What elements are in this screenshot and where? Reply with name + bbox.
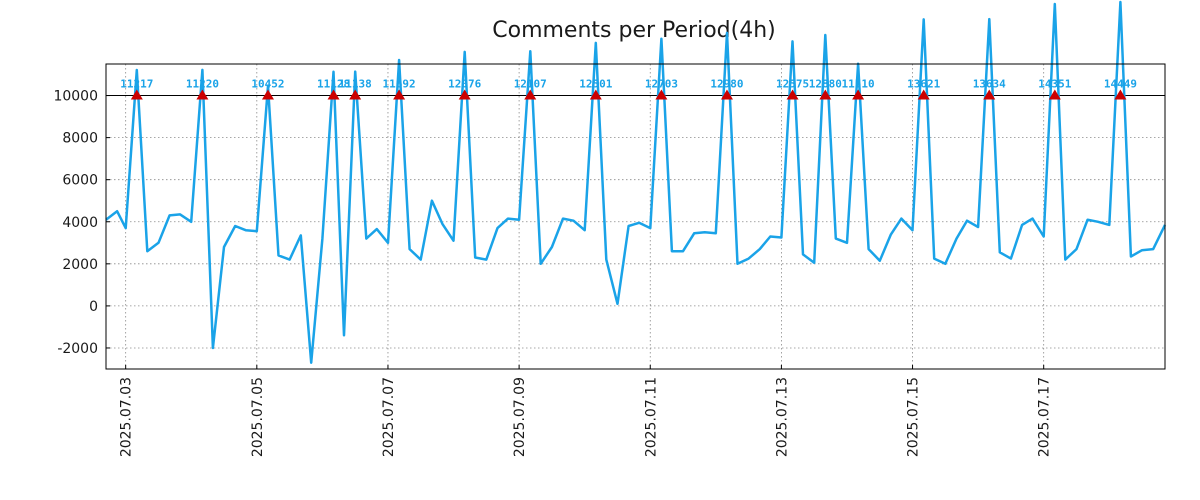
y-tick-label: 8000: [62, 131, 98, 147]
peak-label: 12107: [514, 78, 547, 91]
peak-marker: [1114, 89, 1127, 100]
peak-marker: [458, 89, 471, 100]
peak-label: 11128: [317, 78, 350, 91]
peak-marker: [655, 89, 668, 100]
peak-label: 12980: [710, 78, 743, 91]
peak-marker: [983, 89, 996, 100]
peak-label: 13621: [907, 78, 940, 91]
y-axis-ticks: -2000 0 2000 4000 6000 8000 10000: [53, 89, 110, 357]
y-tick-label: 2000: [62, 257, 98, 273]
y-tick-label: 0: [89, 299, 98, 315]
peak-marker: [917, 89, 930, 100]
peak-label: 10452: [251, 78, 284, 91]
peak-marker: [349, 89, 362, 100]
peak-marker: [852, 89, 865, 100]
peak-label: 12703: [645, 78, 678, 91]
x-tick-label: 2025.07.05: [250, 377, 266, 457]
grid: [106, 64, 1165, 369]
peak-marker: [130, 89, 143, 100]
y-tick-label: -2000: [57, 341, 98, 357]
peak-marker: [786, 89, 799, 100]
peak-label: 11138: [339, 78, 372, 91]
x-tick-label: 2025.07.09: [512, 377, 528, 457]
x-tick-label: 2025.07.03: [119, 377, 135, 457]
peak-marker: [261, 89, 274, 100]
peak-markers: [130, 89, 1127, 100]
chart-title: Comments per Period(4h): [492, 18, 776, 43]
peak-label: 12880: [809, 78, 842, 91]
peak-marker: [393, 89, 406, 100]
peak-label: 12076: [448, 78, 481, 91]
peak-label: 11220: [186, 78, 219, 91]
peak-label: 12575: [776, 78, 809, 91]
peak-label: 13634: [973, 78, 1006, 91]
x-axis-ticks: 2025.07.03 2025.07.05 2025.07.07 2025.07.09…: [119, 365, 1053, 457]
peak-label: 11692: [383, 78, 416, 91]
x-tick-label: 2025.07.13: [774, 377, 790, 457]
peak-marker: [720, 89, 733, 100]
peak-marker: [1048, 89, 1061, 100]
peak-label: 11217: [120, 78, 153, 91]
x-tick-label: 2025.07.17: [1037, 377, 1053, 457]
x-tick-label: 2025.07.15: [906, 377, 922, 457]
peak-marker: [327, 89, 340, 100]
y-tick-label: 6000: [62, 173, 98, 189]
plot-frame: [105, 63, 1166, 370]
peak-label: 14449: [1104, 78, 1137, 91]
peak-label: 14351: [1038, 78, 1071, 91]
x-tick-label: 2025.07.07: [381, 377, 397, 457]
peak-label: 11510: [842, 78, 875, 91]
series-line-comments: [105, 0, 1167, 364]
peak-label: 12501: [579, 78, 612, 91]
y-tick-label: 4000: [62, 215, 98, 231]
peak-marker: [819, 89, 832, 100]
peak-marker: [196, 89, 209, 100]
peak-marker: [524, 89, 537, 100]
y-tick-label: 10000: [53, 89, 98, 105]
series-layer: [105, 0, 1167, 364]
x-tick-label: 2025.07.11: [643, 377, 659, 457]
peak-marker: [589, 89, 602, 100]
